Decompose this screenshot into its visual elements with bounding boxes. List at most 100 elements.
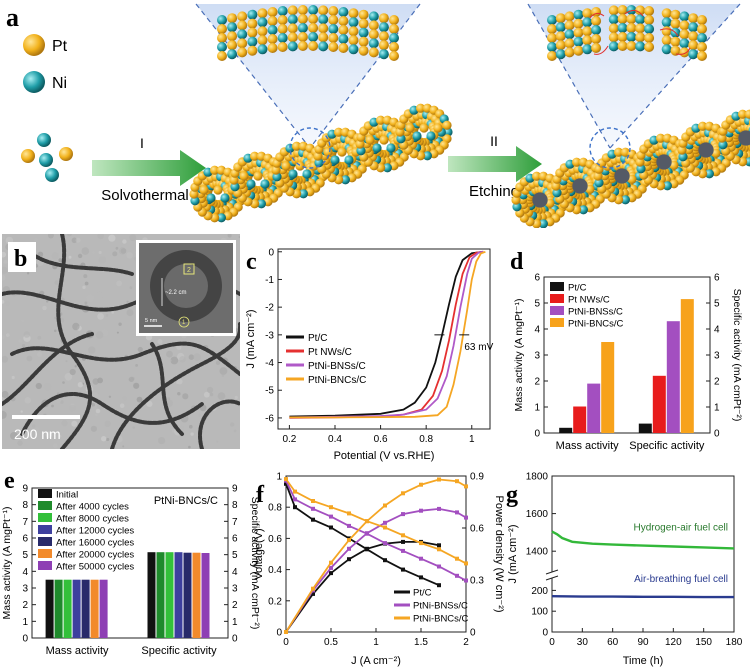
y-tick-label: -1 xyxy=(265,275,274,286)
step1-numeral: I xyxy=(140,135,144,151)
point-ptni-bnss-c xyxy=(464,578,468,583)
y-axis-label: J (mA cm⁻²) xyxy=(245,310,257,369)
x-tick-label: 0 xyxy=(549,637,555,648)
point-ptni-bnss-c xyxy=(347,546,351,551)
point-ptni-bncs-c xyxy=(311,586,315,591)
point-ptni-bncs-c xyxy=(464,484,468,489)
y-tick-label: 3 xyxy=(534,351,540,362)
x-tick-label: 0.8 xyxy=(419,434,433,445)
svg-text:5 nm: 5 nm xyxy=(145,318,158,324)
y-tick-label: 0 xyxy=(22,634,28,645)
point-pt-c xyxy=(437,543,441,548)
bar-after-12000-cycles-mass-activity xyxy=(72,579,81,638)
y2-axis-label: Power density (W cm⁻²) xyxy=(493,495,504,612)
series-label: Hydrogen-air fuel cell xyxy=(634,522,729,533)
x-tick-label: 0 xyxy=(283,637,289,648)
pt-legend-label: Pt xyxy=(52,38,68,55)
legend-swatch xyxy=(550,318,564,327)
bar-after-16000-cycles-specific-activity xyxy=(183,552,192,638)
legend-label: Pt/C xyxy=(413,588,432,599)
y-tick-label: 4 xyxy=(22,567,28,578)
y2-tick-label: 2 xyxy=(232,600,238,611)
y2-tick-label: 4 xyxy=(714,325,720,336)
svg-text:2: 2 xyxy=(187,267,191,274)
plot-frame xyxy=(31,487,229,639)
point-pt-c xyxy=(383,558,387,563)
y2-tick-label: 3 xyxy=(232,584,238,595)
y-tick-label: -2 xyxy=(265,303,274,314)
y2-tick-label: 0.9 xyxy=(470,472,484,483)
category-label: Mass activity xyxy=(46,645,109,657)
legend-label: After 8000 cycles xyxy=(56,514,129,525)
point-ptni-bnss-c xyxy=(455,510,459,515)
y-tick-label: 0 xyxy=(542,628,548,639)
panel-c-letter: c xyxy=(246,249,257,275)
y2-tick-label: 3 xyxy=(714,351,720,362)
point-ptni-bncs-c xyxy=(383,525,387,530)
point-pt-c xyxy=(311,517,315,522)
y-tick-label: 1 xyxy=(534,403,540,414)
x-tick-label: 120 xyxy=(665,637,682,648)
y-tick-label: 200 xyxy=(531,586,548,597)
legend-swatch xyxy=(38,525,52,534)
legend-label: After 20000 cycles xyxy=(56,550,134,561)
x-tick-label: 1.5 xyxy=(414,637,428,648)
point-ptni-bnss-c xyxy=(419,508,423,513)
series-label: Air-breathing fuel cell xyxy=(634,574,728,585)
bar-pt-c-specific-activity xyxy=(638,423,652,433)
panel-g-chart: g 0 30 60 90 120 150 180 1800 1600 1400 200 100 0 Hyd… xyxy=(506,472,743,668)
point-ptni-bnss-c xyxy=(383,520,387,525)
point-pt-c xyxy=(437,583,441,588)
x-axis-label: J (A cm⁻²) xyxy=(351,655,401,667)
point-ptni-bnss-c xyxy=(293,497,297,502)
y2-tick-label: 6 xyxy=(714,273,720,284)
y2-tick-label: 1 xyxy=(714,403,720,414)
step1-arrow-icon xyxy=(92,150,206,186)
bar-ptni-bnss-c-mass-activity xyxy=(587,383,601,433)
bar-ptni-bncs-c-specific-activity xyxy=(680,299,694,433)
shell-fragment-2 xyxy=(547,5,707,61)
bar-after-50000-cycles-specific-activity xyxy=(201,553,210,638)
x-axis-label: Time (h) xyxy=(623,655,664,667)
legend-label: PtNi-BNCs/C xyxy=(308,375,366,386)
point-ptni-bncs-c xyxy=(401,491,405,496)
y-tick-label: 0.4 xyxy=(268,565,282,576)
y2-tick-label: 4 xyxy=(232,567,238,578)
y2-tick-label: 0 xyxy=(470,628,476,639)
point-ptni-bnss-c xyxy=(383,541,387,546)
step1-label: Solvothermal xyxy=(101,187,189,204)
scale-bar-label: 200 nm xyxy=(14,426,61,442)
y2-tick-label: 5 xyxy=(232,550,238,561)
bar-pt-nws-c-mass-activity xyxy=(573,406,587,433)
annotation-label: 63 mV xyxy=(464,342,493,353)
bar-after-4000-cycles-specific-activity xyxy=(156,552,165,638)
point-ptni-bnss-c xyxy=(347,523,351,528)
voltage-line-ptni-bnss-c xyxy=(285,480,467,582)
point-ptni-bncs-c xyxy=(419,541,423,546)
precursor-cluster xyxy=(21,133,73,182)
point-pt-c xyxy=(347,557,351,562)
legend-label: PtNi-BNCs/C xyxy=(568,319,624,330)
axis-break xyxy=(546,572,558,578)
y-tick-label: 5 xyxy=(534,299,540,310)
y-tick-label: -4 xyxy=(265,358,274,369)
step2-numeral: II xyxy=(490,133,498,149)
bar-initial-mass-activity xyxy=(45,579,54,638)
y-tick-label: 4 xyxy=(534,325,540,336)
point-pt-c xyxy=(365,546,369,551)
point-pt-c xyxy=(293,505,297,510)
y-tick-label: 3 xyxy=(22,584,28,595)
y-tick-label: 0 xyxy=(534,429,540,440)
x-tick-label: 1 xyxy=(469,434,475,445)
y-tick-label: 0.2 xyxy=(268,596,282,607)
panel-b-letter: b xyxy=(14,246,27,272)
axis-break xyxy=(545,569,559,575)
y-axis-label: J (mA cm⁻²) xyxy=(507,525,519,584)
x-tick-label: 2 xyxy=(463,637,469,648)
x-tick-label: 0.5 xyxy=(324,637,338,648)
point-ptni-bncs-c xyxy=(455,479,459,484)
x-tick-label: 30 xyxy=(577,637,589,648)
y2-axis-label: Specific activity (mA cmPt⁻²) xyxy=(731,289,743,422)
point-ptni-bncs-c xyxy=(347,538,351,543)
plot-frame xyxy=(277,248,491,430)
